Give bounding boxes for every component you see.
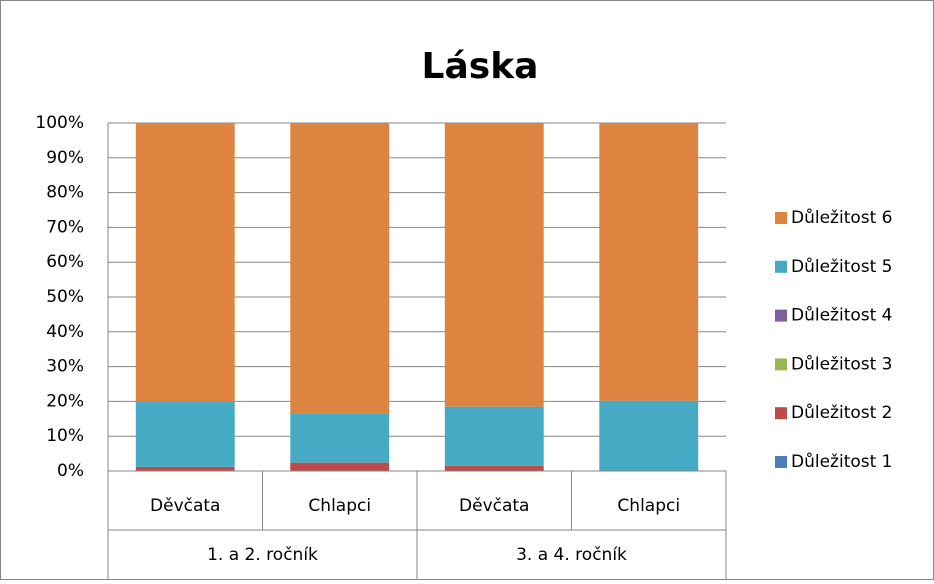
bar-segment [135,123,235,402]
legend-swatch [775,212,787,224]
legend-swatch [775,407,787,420]
y-tick-label: 20% [46,391,84,411]
x-tick-label: Chlapci [308,496,371,516]
bar-segment [599,400,699,471]
legend-label: Důležitost 3 [791,354,893,374]
group-label: 3. a 4. ročník [516,545,627,565]
legend-swatch [775,456,787,468]
x-tick-label: Děvčata [459,496,529,516]
group-label: 1. a 2. ročník [207,545,318,565]
bar-segment [444,123,544,407]
y-tick-label: 40% [46,322,84,342]
chart-title: Láska [422,46,539,87]
legend-label: Důležitost 1 [791,452,893,472]
legend-label: Důležitost 5 [791,257,893,277]
x-tick-label: Chlapci [617,496,680,516]
bar-segment [290,413,390,463]
legend-label: Důležitost 6 [791,208,893,228]
legend-swatch [775,260,787,273]
legend-swatch [775,358,787,371]
legend-label: Důležitost 2 [791,403,893,423]
y-tick-label: 50% [46,287,84,307]
y-tick-label: 30% [46,357,84,377]
y-tick-label: 10% [46,426,84,446]
y-tick-label: 60% [46,252,84,272]
y-tick-label: 70% [46,217,84,237]
bar-segment [135,401,235,467]
x-tick-label: Děvčata [150,496,220,516]
y-tick-label: 80% [46,183,84,203]
y-tick-label: 100% [35,113,84,133]
bar-segment [290,462,390,471]
y-tick-label: 90% [46,148,84,168]
legend-swatch [775,309,787,322]
legend-label: Důležitost 4 [791,306,893,326]
bar-segment [290,123,390,414]
y-tick-label: 0% [57,461,84,481]
bar-segment [444,406,544,466]
bar-segment [135,466,235,471]
bar-segment [444,465,544,471]
bar-segment [599,123,699,401]
